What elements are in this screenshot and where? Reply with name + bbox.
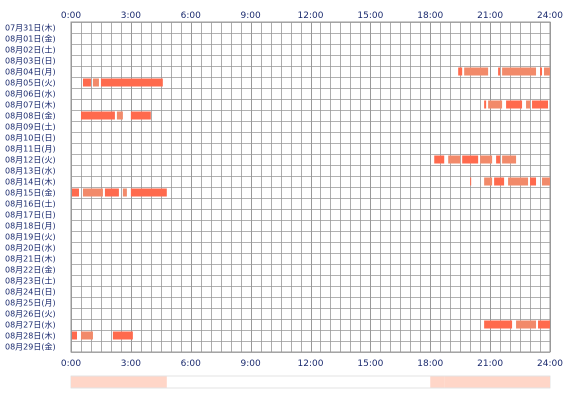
row-label: 08月12日(火) <box>5 156 56 165</box>
x-tick-label-top: 21:00 <box>477 11 503 21</box>
x-tick-label-top: 15:00 <box>357 11 383 21</box>
activity-bar <box>502 155 517 164</box>
x-tick-label-bottom: 15:00 <box>357 359 383 369</box>
x-tick-label-bottom: 9:00 <box>241 359 261 369</box>
activity-bar <box>542 177 550 186</box>
row-label: 08月18日(月) <box>5 222 56 231</box>
activity-bar <box>80 331 93 340</box>
x-tick-label-bottom: 6:00 <box>181 359 201 369</box>
row-label: 08月19日(火) <box>5 233 56 242</box>
row-label: 08月13日(水) <box>5 166 56 176</box>
row-label: 08月17日(日) <box>5 211 56 220</box>
density-strip-segment <box>444 376 550 388</box>
density-strip-segment <box>71 376 167 388</box>
activity-bar <box>502 67 537 76</box>
activity-bar <box>488 100 503 109</box>
activity-bar <box>112 331 133 340</box>
activity-bar <box>526 100 531 109</box>
row-label: 08月21日(木) <box>5 254 56 264</box>
activity-bar <box>544 67 550 76</box>
row-label: 08月08日(金) <box>5 111 56 121</box>
activity-bar <box>516 320 537 329</box>
x-tick-label-top: 9:00 <box>241 11 261 21</box>
activity-bar <box>71 331 77 340</box>
x-tick-label-top: 3:00 <box>121 11 141 21</box>
activity-bar <box>82 78 91 87</box>
row-label: 08月01日(金) <box>5 34 56 44</box>
row-label: 08月07日(木) <box>5 100 56 110</box>
row-label: 08月16日(土) <box>5 199 56 209</box>
row-label: 08月14日(木) <box>5 177 56 187</box>
x-tick-label-top: 6:00 <box>181 11 201 21</box>
row-label: 07月31日(木) <box>5 23 56 33</box>
activity-bar <box>104 188 119 197</box>
activity-bar <box>506 100 523 109</box>
row-label: 08月27日(水) <box>5 320 56 330</box>
activity-bar <box>130 188 167 197</box>
row-label: 08月10日(日) <box>5 134 56 143</box>
activity-bar <box>530 177 537 186</box>
activity-bar <box>100 78 163 87</box>
activity-bar <box>484 100 487 109</box>
activity-bar <box>462 155 479 164</box>
activity-bar <box>464 67 489 76</box>
activity-bar <box>508 177 529 186</box>
row-label: 08月20日(水) <box>5 243 56 253</box>
activity-bar <box>532 100 549 109</box>
x-tick-label-top: 18:00 <box>417 11 443 21</box>
x-tick-label-bottom: 24:00 <box>537 359 563 369</box>
activity-bar <box>540 67 543 76</box>
activity-bar <box>71 188 79 197</box>
activity-bar <box>484 177 493 186</box>
density-strip-segment <box>430 376 445 388</box>
activity-bar <box>122 188 127 197</box>
row-label: 08月09日(土) <box>5 122 56 132</box>
activity-bar <box>538 320 550 329</box>
x-tick-label-bottom: 12:00 <box>298 359 324 369</box>
row-label: 08月23日(土) <box>5 276 56 286</box>
activity-bar <box>494 177 505 186</box>
activity-bar <box>484 320 513 329</box>
row-label: 08月02日(土) <box>5 45 56 55</box>
row-label: 08月24日(日) <box>5 288 56 297</box>
activity-bar <box>434 155 445 164</box>
x-tick-label-bottom: 3:00 <box>121 359 141 369</box>
row-label: 08月03日(日) <box>5 57 56 66</box>
activity-bar <box>480 155 493 164</box>
activity-bar <box>448 155 461 164</box>
activity-bar <box>498 67 501 76</box>
row-label: 08月25日(月) <box>5 299 56 308</box>
activity-bar <box>92 78 99 87</box>
row-label: 08月04日(月) <box>5 68 56 77</box>
x-tick-label-top: 0:00 <box>61 11 81 21</box>
row-label: 08月28日(木) <box>5 331 56 341</box>
row-label: 08月06日(水) <box>5 89 56 99</box>
activity-bar <box>82 188 103 197</box>
activity-bar <box>458 67 463 76</box>
row-label: 08月11日(月) <box>5 145 56 154</box>
x-tick-label-top: 12:00 <box>298 11 324 21</box>
activity-bar <box>116 111 123 120</box>
activity-bar <box>130 111 151 120</box>
row-label: 08月26日(火) <box>5 310 56 319</box>
activity-bar <box>496 155 501 164</box>
row-label: 08月22日(金) <box>5 265 56 275</box>
x-tick-label-top: 24:00 <box>537 11 563 21</box>
activity-bar <box>470 177 472 186</box>
x-tick-label-bottom: 21:00 <box>477 359 503 369</box>
activity-bar <box>80 111 115 120</box>
row-label: 08月05日(火) <box>5 79 56 88</box>
x-tick-label-bottom: 18:00 <box>417 359 443 369</box>
row-label: 08月15日(金) <box>5 188 56 198</box>
x-tick-label-bottom: 0:00 <box>61 359 81 369</box>
row-label: 08月29日(金) <box>5 342 56 352</box>
